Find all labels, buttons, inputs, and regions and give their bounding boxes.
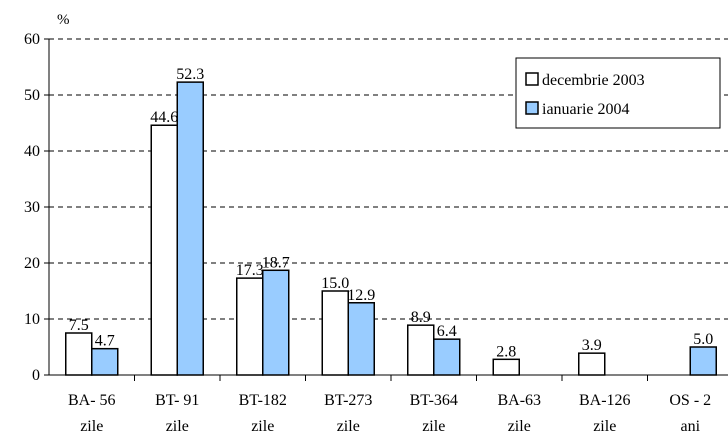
data-label: 18.7: [262, 254, 290, 271]
x-tick-label: zile: [166, 418, 189, 435]
bar: [492, 358, 520, 376]
legend: decembrie 2003 ianuarie 2004: [515, 57, 721, 129]
axes: 0 10 20 30 40 50 60% BA- 56 zile BT- 91 zile BT-182…: [24, 12, 728, 435]
bar: [91, 347, 119, 376]
data-label: 6.4: [437, 323, 457, 340]
data-label: 5.0: [693, 331, 713, 348]
y-tick-label: 20: [24, 255, 40, 272]
x-tick-label: BA- 56: [68, 392, 116, 409]
bar: [176, 81, 204, 376]
bar: [689, 346, 717, 376]
bar: [262, 269, 290, 376]
x-tick-label: zile: [337, 418, 360, 435]
x-tick-label: BA-63: [497, 392, 541, 409]
y-tick-label: 30: [24, 199, 40, 216]
x-tick-label: zile: [251, 418, 274, 435]
x-tick-label: zile: [593, 418, 616, 435]
x-tick-label: zile: [80, 418, 103, 435]
x-tick-label: BT-182: [239, 392, 287, 409]
bar: [236, 277, 264, 376]
data-label: 15.0: [321, 275, 349, 292]
data-labels: 7.5 44.6 17.3 15.0 8.9 2.8 3.9 4.7 52.3 18.7 12.9 6…: [69, 66, 714, 360]
data-label: 52.3: [176, 66, 204, 83]
bar: [347, 302, 375, 376]
y-axis-label: %: [57, 12, 70, 28]
bars: [65, 81, 717, 376]
x-tick-label: OS - 2: [669, 392, 711, 409]
legend-entry: decembrie 2003: [542, 72, 645, 89]
bar: [65, 332, 93, 376]
data-label: 2.8: [496, 343, 516, 360]
bar: [433, 338, 461, 376]
bar: [150, 124, 178, 376]
y-tick-label: 60: [24, 31, 40, 48]
x-tick-label: ani: [680, 418, 700, 435]
y-tick-label: 40: [24, 143, 40, 160]
legend-box: [515, 57, 721, 129]
bar: [407, 324, 435, 376]
data-label: 4.7: [95, 333, 115, 350]
data-label: 8.9: [411, 309, 431, 326]
bar: [321, 290, 349, 376]
x-tick-label: zile: [508, 418, 531, 435]
x-tick-label: BT- 91: [155, 392, 199, 409]
y-tick-label: 50: [24, 87, 40, 104]
data-label: 12.9: [347, 287, 375, 304]
x-tick-label: BA-126: [579, 392, 631, 409]
bar: [578, 352, 606, 376]
data-label: 7.5: [69, 317, 89, 334]
data-label: 44.6: [150, 109, 178, 126]
legend-swatch: [525, 101, 539, 115]
y-tick-label: 0: [32, 367, 40, 384]
x-tick-label: BT-273: [324, 392, 372, 409]
data-label: 3.9: [582, 337, 602, 354]
legend-swatch: [525, 72, 539, 86]
x-tick-label: zile: [422, 418, 445, 435]
y-tick-label: 10: [24, 311, 40, 328]
x-tick-label: BT-364: [410, 392, 458, 409]
legend-entry: ianuarie 2004: [542, 101, 630, 118]
data-label: 17.3: [236, 262, 264, 279]
